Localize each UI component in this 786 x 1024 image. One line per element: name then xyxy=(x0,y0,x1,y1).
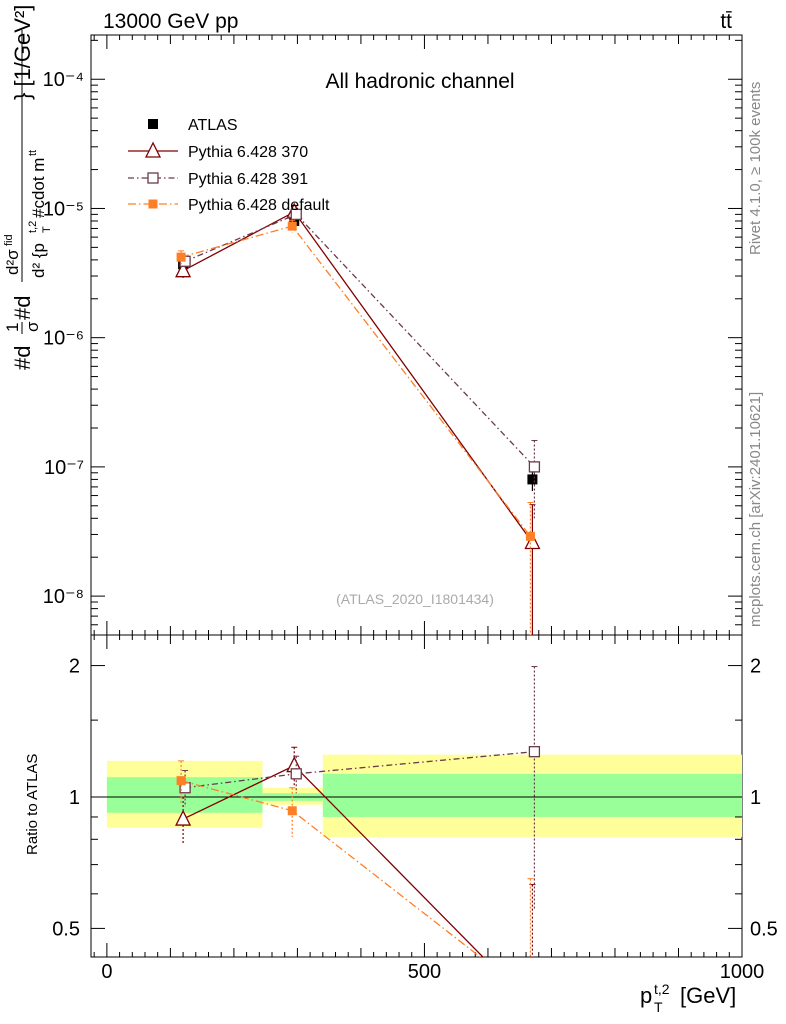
ratio-plot-area xyxy=(175,666,541,1013)
data-point xyxy=(287,221,297,231)
ratio-point xyxy=(287,806,297,816)
series-line xyxy=(184,213,535,468)
y-tick-label-ratio-right: 1 xyxy=(750,787,761,809)
legend-entry: Pythia 6.428 370 xyxy=(128,141,308,161)
header-collision: 13000 GeV pp xyxy=(103,10,238,33)
analysis-watermark: (ATLAS_2020_I1801434) xyxy=(336,591,494,607)
legend-entry: Pythia 6.428 default xyxy=(128,197,330,214)
ratio-point xyxy=(290,768,302,780)
y-tick-label-main: 10⁻⁵ xyxy=(43,198,84,220)
y-tick-label-ratio: 0.5 xyxy=(52,918,80,940)
legend-entry: ATLAS xyxy=(148,117,238,134)
svg-text:} [1/GeV²]: } [1/GeV²] xyxy=(10,5,35,100)
mcplots-label: mcplots.cern.ch [arXiv:2401.10621] xyxy=(747,392,764,627)
svg-text:σ: σ xyxy=(23,321,42,332)
y-tick-label-ratio: 2 xyxy=(69,656,80,678)
y-tick-label-main: 10⁻⁸ xyxy=(43,586,84,608)
data-point xyxy=(289,215,300,226)
legend-label: Pythia 6.428 370 xyxy=(188,144,308,161)
legend-label: Pythia 6.428 391 xyxy=(188,171,308,188)
series-line xyxy=(182,211,533,543)
y-tick-label-main: 10⁻⁴ xyxy=(43,69,84,91)
y-tick-label-ratio: 1 xyxy=(69,787,80,809)
y-tick-label-main: 10⁻⁷ xyxy=(44,457,84,479)
ratio-point xyxy=(526,992,535,1001)
chart-title: All hadronic channel xyxy=(325,70,514,93)
svg-text:d² {p: d² {p xyxy=(29,243,48,278)
ratio-series-2 xyxy=(179,666,541,911)
svg-text:t,2: t,2 xyxy=(27,221,39,233)
y-axis-label-ratio: Ratio to ATLAS xyxy=(24,754,41,855)
data-point xyxy=(290,208,302,221)
series-line xyxy=(180,225,531,537)
ratio-point xyxy=(175,809,192,826)
y-tick-label-ratio-right: 0.5 xyxy=(750,918,778,940)
ratio-point xyxy=(176,776,186,786)
legend-marker xyxy=(144,141,162,158)
data-point xyxy=(527,474,538,485)
main-plot-area xyxy=(175,202,541,635)
svg-text:T: T xyxy=(654,999,663,1015)
svg-text:T: T xyxy=(41,226,53,233)
x-tick-label: 0 xyxy=(101,961,112,983)
ratio-point xyxy=(528,746,541,758)
svg-text:p: p xyxy=(640,983,652,1008)
data-point xyxy=(176,252,186,262)
data-point xyxy=(524,533,541,550)
series-2 xyxy=(179,208,541,519)
ratio-series-3 xyxy=(176,760,535,1001)
svg-text:#d: #d xyxy=(10,346,35,370)
svg-text:t,2: t,2 xyxy=(654,981,670,997)
legend-entry: Pythia 6.428 391 xyxy=(128,171,308,188)
series-3 xyxy=(176,219,535,635)
svg-text:[GeV]: [GeV] xyxy=(680,983,736,1008)
header-process: tt̄ xyxy=(720,10,732,33)
svg-text:#cdot m: #cdot m xyxy=(29,158,48,218)
svg-text:fid: fid xyxy=(3,234,15,246)
legend-label: ATLAS xyxy=(188,117,238,134)
uncertainty-band-inner xyxy=(322,773,742,817)
legend-label: Pythia 6.428 default xyxy=(188,197,330,214)
legend-marker xyxy=(148,119,158,129)
svg-text:d²σ: d²σ xyxy=(3,249,22,275)
legend-marker xyxy=(148,199,158,209)
y-axis-label-main: #d 1 σ #d d²σ fid d² {p T t,2 #cdot m tt… xyxy=(3,5,53,370)
data-point xyxy=(525,531,535,541)
ratio-point xyxy=(525,999,539,1013)
svg-text:1: 1 xyxy=(3,323,22,332)
x-tick-label: 1000 xyxy=(720,961,765,983)
ratio-series-1 xyxy=(175,746,539,1013)
series-0 xyxy=(178,215,538,492)
svg-text:#d: #d xyxy=(10,296,35,320)
x-tick-label: 500 xyxy=(408,961,441,983)
y-tick-label-ratio-right: 2 xyxy=(750,656,761,678)
x-axis-label: p T t,2 [GeV] xyxy=(640,981,736,1015)
data-point xyxy=(528,461,541,473)
svg-text:tt: tt xyxy=(27,150,39,156)
rivet-label: Rivet 4.1.0, ≥ 100k events xyxy=(747,82,764,255)
legend-marker xyxy=(147,172,159,184)
y-tick-label-main: 10⁻⁶ xyxy=(43,328,84,350)
data-point xyxy=(175,261,192,278)
